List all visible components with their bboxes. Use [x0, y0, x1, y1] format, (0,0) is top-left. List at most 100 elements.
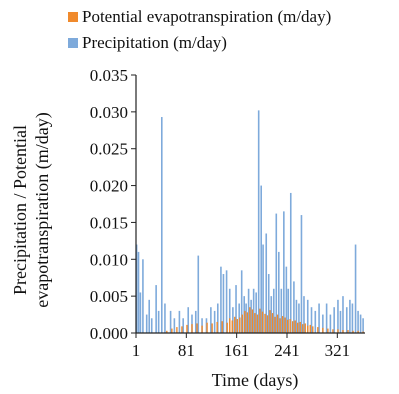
- pet-bar: [181, 326, 183, 333]
- precip-bar: [278, 251, 280, 333]
- pet-bar: [296, 322, 299, 333]
- precip-bar: [289, 192, 292, 333]
- precip-bar: [314, 310, 317, 333]
- precip-bar: [210, 307, 212, 333]
- pet-bar: [281, 316, 284, 333]
- pet-bar: [211, 323, 213, 333]
- pet-bar: [229, 318, 231, 333]
- pet-bar: [362, 331, 364, 333]
- precip-bar: [337, 299, 339, 333]
- pet-bar: [269, 310, 271, 333]
- precip-bar: [280, 288, 283, 333]
- precip-bar: [318, 303, 320, 333]
- pet-bar: [254, 313, 256, 333]
- pet-bar: [261, 311, 264, 333]
- precip-bar: [228, 288, 231, 333]
- precip-bar: [232, 307, 234, 333]
- pet-bar: [307, 325, 309, 333]
- y-tick-label: 0.025: [90, 140, 128, 159]
- y-tick-label: 0.005: [90, 287, 128, 306]
- pet-bar: [342, 330, 344, 333]
- pet-bar: [332, 329, 334, 333]
- pet-bar: [221, 321, 223, 333]
- pet-bar: [201, 325, 203, 333]
- precip-bar: [300, 215, 303, 333]
- precip-bar: [194, 310, 197, 333]
- precip-bar: [150, 318, 153, 333]
- precip-bar: [169, 310, 172, 333]
- pet-bar: [251, 309, 254, 333]
- precip-bar: [359, 314, 362, 333]
- pet-bar: [317, 327, 319, 333]
- precip-bar: [137, 251, 140, 333]
- pet-bar: [264, 313, 266, 333]
- precip-bar: [164, 303, 166, 333]
- y-tick-label: 0.035: [90, 66, 128, 85]
- precip-bar: [148, 299, 151, 333]
- y-axis-title: Precipitation / Potential evapotranspira…: [10, 112, 53, 307]
- precip-bar: [220, 266, 222, 333]
- pet-bar: [249, 307, 251, 333]
- precip-bar: [265, 233, 268, 333]
- precip-bar: [357, 310, 359, 333]
- precip-bar: [342, 296, 344, 333]
- pet-bar: [276, 314, 279, 333]
- pet-bar: [286, 319, 289, 333]
- precip-bar: [182, 318, 184, 333]
- pet-bar: [246, 312, 249, 333]
- x-ticks: 1 81 161 241 321: [132, 333, 350, 360]
- pet-bar: [196, 323, 198, 333]
- pet-bar: [294, 320, 296, 333]
- pet-bar: [244, 310, 246, 333]
- precip-bar: [270, 296, 273, 333]
- pet-bar: [322, 327, 324, 333]
- pet-bar: [236, 318, 238, 333]
- pet-bar: [176, 327, 178, 333]
- precip-bar: [216, 303, 219, 333]
- pet-bar: [241, 314, 244, 333]
- x-tick-label: 321: [325, 341, 351, 360]
- x-tick-label: 241: [274, 341, 300, 360]
- precip-bar: [178, 310, 181, 333]
- pet-bar: [216, 321, 218, 333]
- precip-bar: [257, 110, 260, 333]
- precip-bar: [322, 314, 324, 333]
- pet-bar: [239, 317, 241, 333]
- pet-bar: [266, 315, 269, 333]
- precip-bar: [267, 274, 270, 333]
- pet-bar: [259, 308, 261, 333]
- x-tick-label: 81: [178, 341, 195, 360]
- y-tick-label: 0.000: [90, 324, 128, 343]
- pet-bar: [347, 330, 349, 333]
- precip-bar: [351, 303, 354, 333]
- pet-bar: [284, 317, 286, 333]
- axes: [135, 75, 365, 334]
- pet-bar: [304, 323, 306, 333]
- precip-bar: [225, 270, 228, 333]
- legend-swatch-pet: [68, 12, 78, 22]
- precip-bar: [142, 259, 144, 333]
- precip-bar: [293, 281, 295, 333]
- pet-bar: [279, 318, 281, 333]
- legend-label-pet: Potential evapotranspiration (m/day): [82, 7, 331, 26]
- precip-bar: [275, 213, 278, 333]
- legend: Potential evapotranspiration (m/day) Pre…: [68, 7, 331, 52]
- y-tick-label: 0.010: [90, 250, 128, 269]
- precip-bar: [283, 211, 285, 333]
- precip-bar: [333, 307, 335, 333]
- pet-bar: [302, 324, 304, 333]
- precip-bar: [287, 288, 290, 333]
- pet-bar: [309, 324, 311, 333]
- precip-bar: [145, 314, 148, 333]
- precip-bar: [197, 255, 200, 333]
- precip-bar: [362, 318, 364, 333]
- precip-bar: [173, 318, 176, 333]
- precip-bar: [303, 296, 305, 333]
- precip-bar: [329, 314, 332, 333]
- pet-bar: [312, 326, 314, 333]
- precip-bar: [160, 117, 163, 334]
- precip-bar: [325, 303, 328, 333]
- y-tick-label: 0.020: [90, 177, 128, 196]
- pet-bar: [166, 330, 168, 333]
